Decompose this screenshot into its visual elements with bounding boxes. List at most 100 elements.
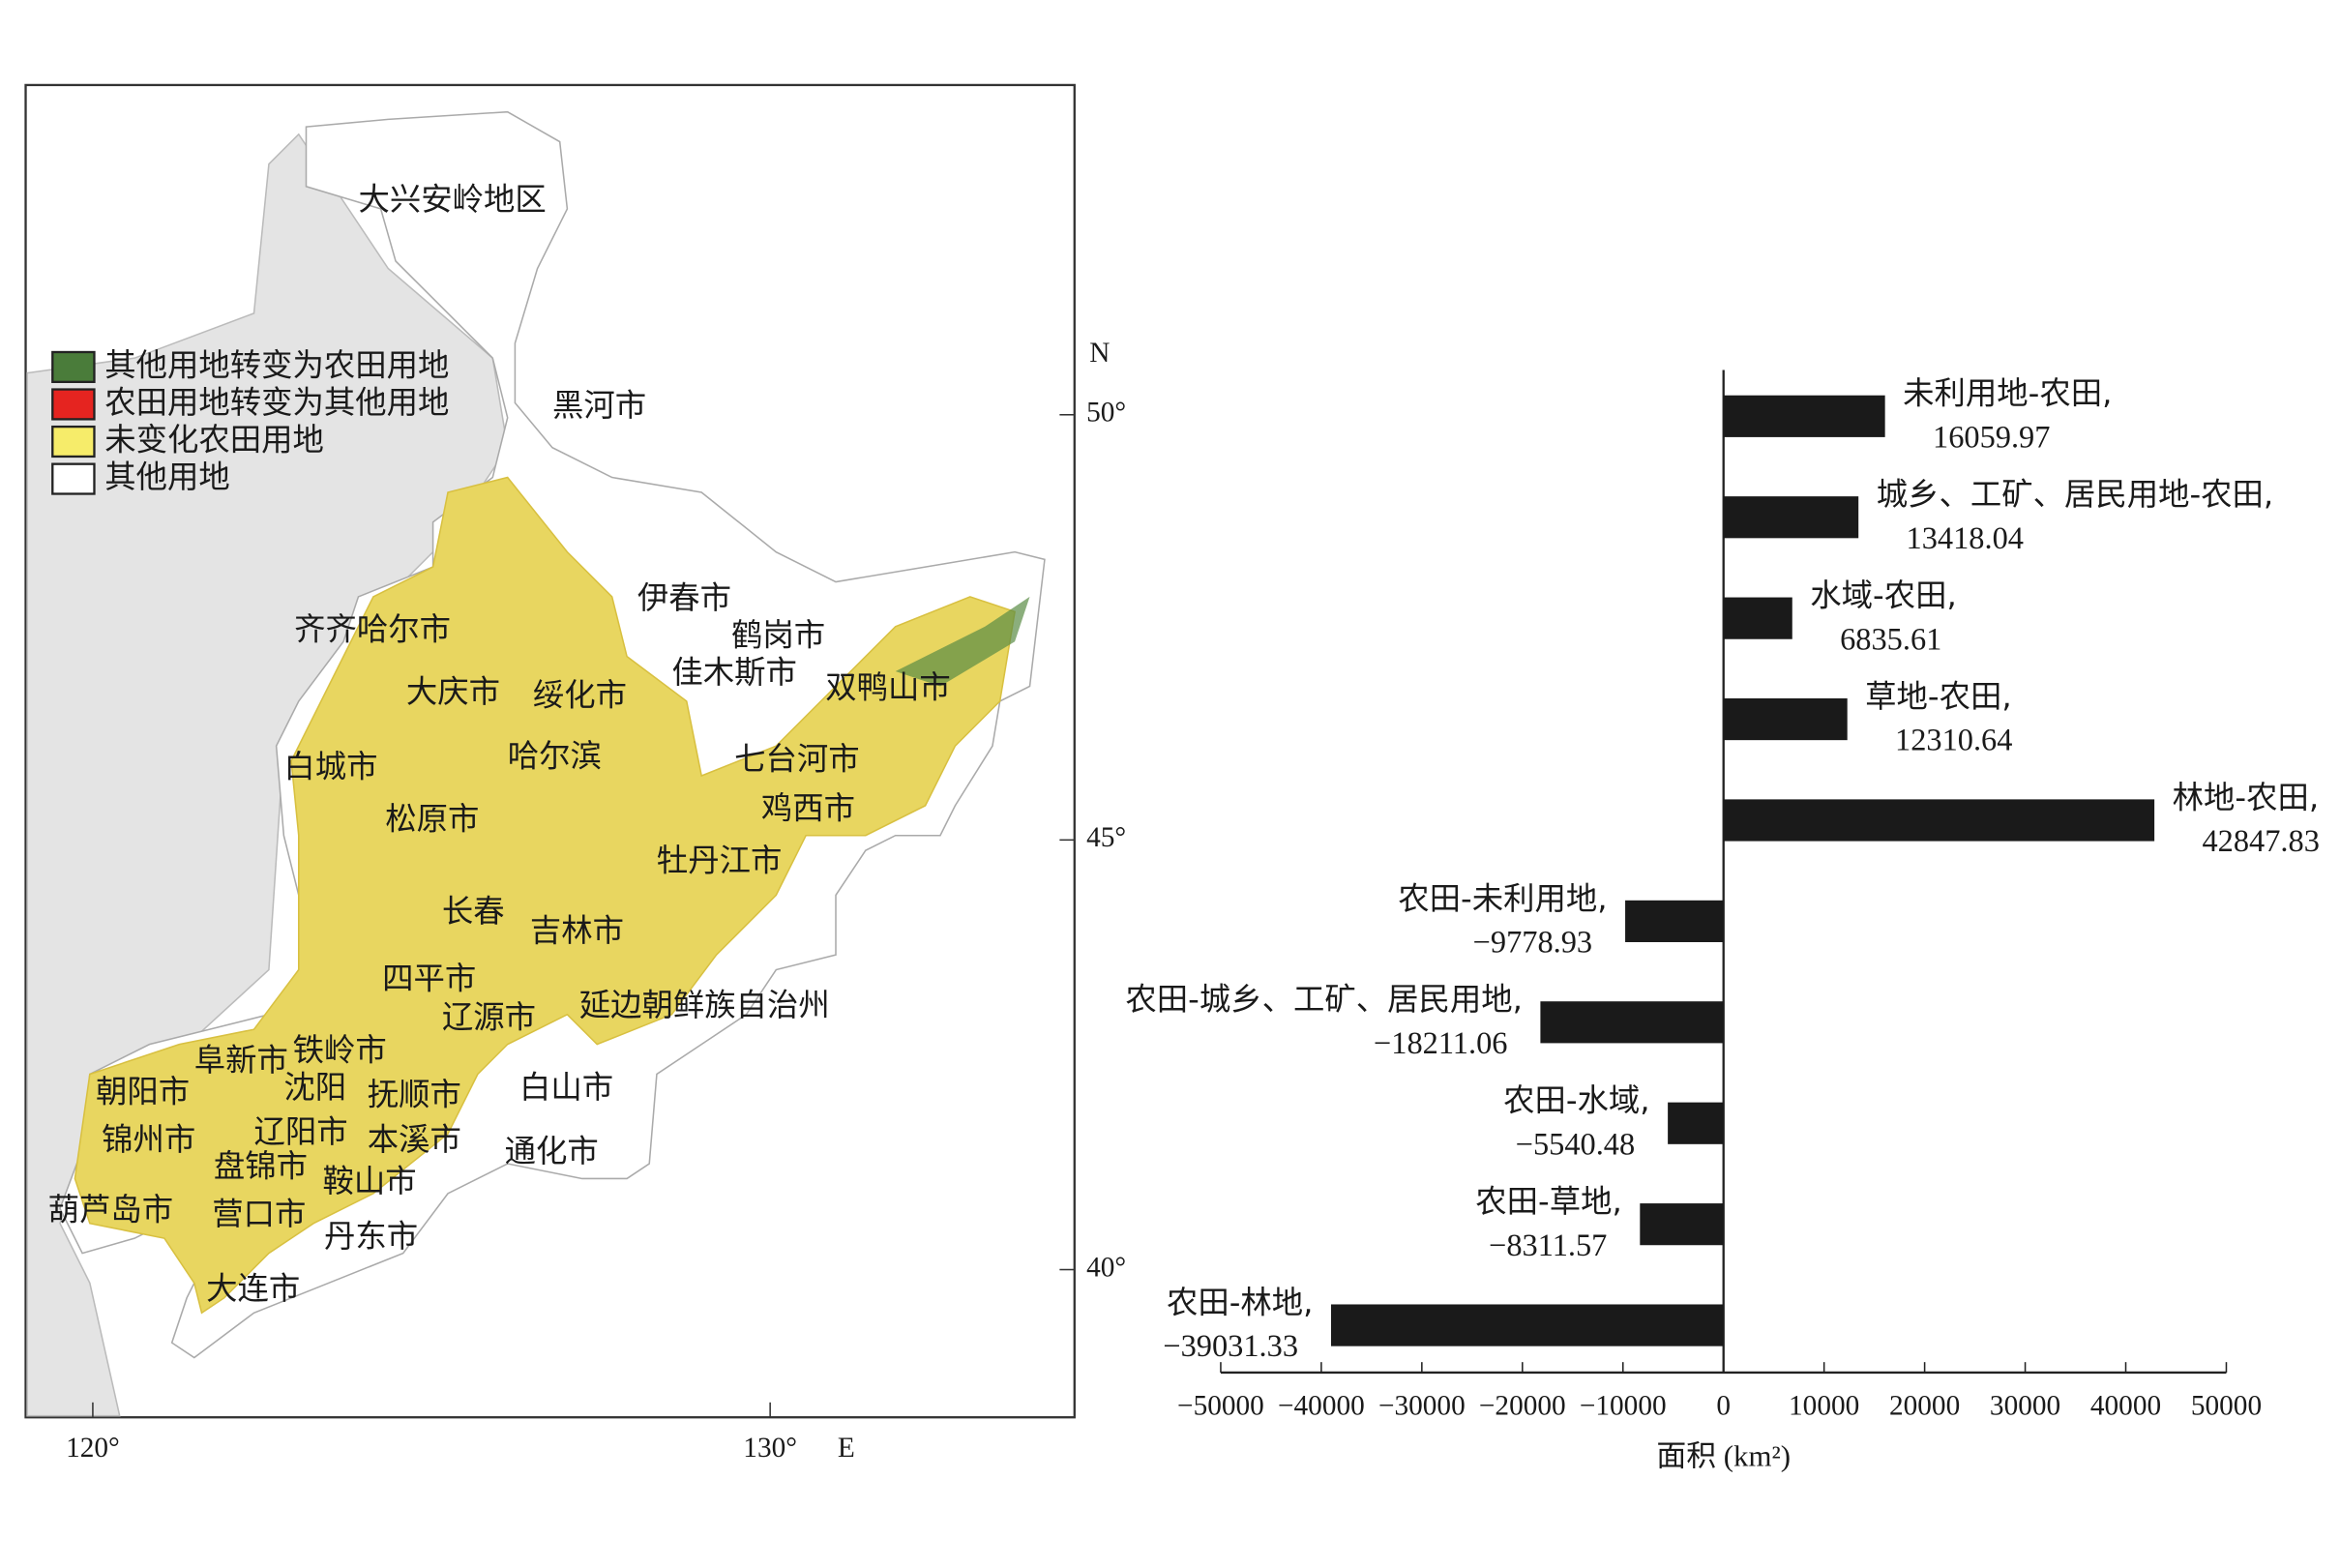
x-axis-title: 面积 (km²) [1656, 1439, 1791, 1472]
value-label: 13418.04 [1907, 521, 2024, 556]
x-tick-label: 40000 [2090, 1391, 2161, 1422]
category-label: 城乡、工矿、居民用地-农田, [1877, 476, 2273, 513]
east-label: E [838, 1433, 855, 1464]
city-label: 长春 [442, 893, 505, 930]
city-label: 大连市 [206, 1270, 300, 1307]
city-label: 铁岭市 [293, 1031, 387, 1068]
lat-label: 50° [1086, 397, 1126, 428]
city-label: 抚顺市 [368, 1077, 461, 1113]
bar [1640, 1203, 1724, 1246]
bar [1723, 697, 1848, 741]
cropland-area [74, 476, 1016, 1315]
lat-label: 40° [1086, 1252, 1126, 1283]
x-tick-label: −40000 [1278, 1391, 1365, 1422]
lon-label: 130° [743, 1433, 797, 1464]
city-label: 朝阳市 [96, 1074, 190, 1110]
city-label: 辽阳市 [254, 1113, 348, 1150]
value-label: −9778.93 [1473, 926, 1592, 961]
bar [1668, 1102, 1724, 1144]
city-label: 阜新市 [194, 1042, 288, 1079]
value-label: 6835.61 [1840, 622, 1941, 657]
value-label: 16059.97 [1933, 420, 2050, 455]
lon-label: 120° [66, 1433, 120, 1464]
category-label: 农田-城乡、工矿、居民用地, [1125, 981, 1522, 1018]
bar [1723, 799, 2155, 842]
category-label: 水域-农田, [1810, 577, 1956, 614]
city-label: 本溪市 [368, 1121, 461, 1158]
x-tick-label: 0 [1716, 1391, 1731, 1422]
city-label: 四平市 [382, 960, 476, 996]
city-label: 鞍山市 [322, 1163, 416, 1199]
legend-label: 农田用地转变为其他用地 [104, 384, 449, 421]
value-label: −5540.48 [1516, 1127, 1635, 1162]
city-label: 鹤岗市 [731, 617, 825, 654]
city-label: 绥化市 [533, 676, 627, 713]
city-label: 黑河市 [552, 387, 646, 424]
category-label: 未利用地-农田, [1903, 375, 2112, 412]
value-label: −8311.57 [1489, 1228, 1607, 1263]
city-label: 牡丹江市 [657, 842, 783, 878]
bar [1723, 496, 1859, 539]
city-label: 沈阳 [283, 1069, 346, 1106]
legend-swatch [51, 350, 96, 383]
city-label: 吉林市 [530, 912, 624, 949]
x-tick-label: 30000 [1990, 1391, 2060, 1422]
value-label: 42847.83 [2202, 824, 2319, 859]
city-label: 齐齐哈尔市 [294, 610, 451, 647]
category-label: 农田-林地, [1167, 1284, 1313, 1320]
city-label: 白城市 [283, 748, 377, 784]
city-label: 辽源市 [442, 998, 536, 1035]
legend-label: 其他用地 [104, 459, 230, 495]
legend-label: 其他用地转变为农田用地 [104, 346, 449, 383]
value-label: 12310.64 [1895, 724, 2012, 758]
category-label: 农田-草地, [1475, 1183, 1621, 1220]
x-tick-label: 50000 [2191, 1391, 2262, 1422]
city-label: 七台河市 [734, 741, 860, 778]
green-patch [895, 596, 1030, 687]
x-tick-label: −20000 [1479, 1391, 1566, 1422]
city-label: 鸡西市 [761, 789, 855, 826]
lat-label: 45° [1086, 822, 1126, 853]
legend-swatch [51, 462, 96, 495]
city-label: 盘锦市 [214, 1148, 308, 1185]
city-label: 大庆市 [406, 673, 500, 710]
bar [1625, 900, 1724, 942]
city-label: 双鸭山市 [825, 669, 951, 706]
city-label: 哈尔滨 [508, 738, 602, 775]
bar [1723, 395, 1885, 437]
city-label: 营口市 [212, 1196, 306, 1232]
city-label: 佳木斯市 [671, 654, 797, 691]
x-tick-label: −50000 [1177, 1391, 1264, 1422]
bar [1330, 1304, 1724, 1346]
category-label: 农田-水域, [1503, 1082, 1649, 1119]
legend-swatch [51, 425, 96, 459]
city-label: 伊春市 [637, 579, 731, 616]
category-label: 林地-农田, [2173, 779, 2319, 815]
x-tick-label: −30000 [1378, 1391, 1466, 1422]
north-label: N [1089, 338, 1110, 369]
city-label: 锦州市 [102, 1121, 195, 1158]
city-label: 白山市 [519, 1069, 613, 1106]
category-label: 草地-农田, [1865, 678, 2011, 715]
bar [1723, 597, 1792, 639]
value-label: −39031.33 [1163, 1329, 1298, 1364]
bar [1540, 1001, 1724, 1044]
x-tick-label: 10000 [1789, 1391, 1859, 1422]
city-label: 延边朝鲜族自治州 [579, 987, 830, 1023]
category-label: 农田-未利用地, [1398, 880, 1607, 917]
city-label: 丹东市 [324, 1218, 418, 1255]
city-label: 通化市 [505, 1133, 599, 1169]
x-tick-label: 20000 [1889, 1391, 1960, 1422]
x-tick-label: −10000 [1580, 1391, 1667, 1422]
city-label: 大兴安岭地区 [358, 181, 546, 218]
legend-label: 未变化农田用地 [104, 422, 324, 459]
map-panel [24, 83, 1076, 1419]
bar-chart: −50000 −40000 −30000 −20000 −10000 0 10000 2000… [1125, 370, 2320, 1472]
value-label: −18211.06 [1374, 1026, 1507, 1061]
legend-swatch [51, 388, 96, 421]
city-label: 松原市 [385, 800, 479, 837]
city-label: 葫芦岛市 [48, 1191, 174, 1228]
